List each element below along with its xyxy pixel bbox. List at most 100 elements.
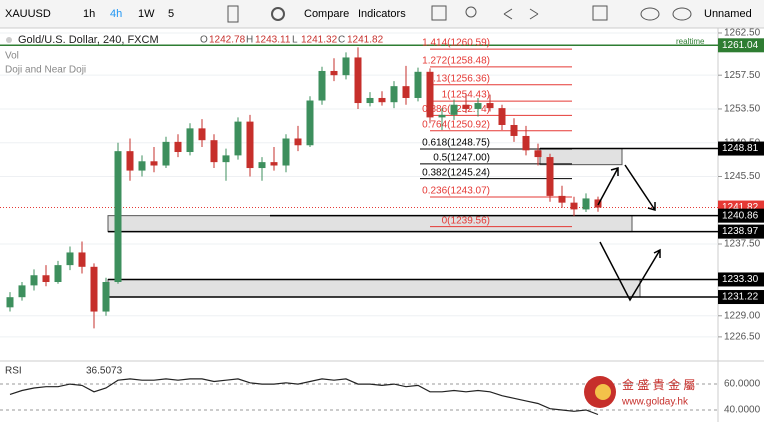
- price-tag-label: 1231.22: [722, 292, 759, 303]
- price-tag: [718, 290, 764, 305]
- candle-body: [210, 140, 218, 163]
- arrow: [597, 167, 619, 206]
- candle-body: [354, 57, 362, 104]
- candle-body: [522, 135, 530, 151]
- ohlc-key: O: [200, 35, 208, 46]
- candle-body: [246, 121, 254, 169]
- idea-icon[interactable]: [465, 6, 477, 18]
- compare-button[interactable]: Compare: [304, 8, 349, 20]
- price-tag-label: 1261.04: [722, 40, 759, 51]
- symbol[interactable]: XAUUSD: [5, 8, 51, 20]
- candle-body: [78, 252, 86, 267]
- y-tick-label: 1262.50: [724, 28, 761, 39]
- candle-body: [486, 103, 494, 109]
- redo-icon[interactable]: [529, 8, 539, 20]
- y-tick-label: 1226.50: [724, 332, 761, 343]
- candle-body: [270, 162, 278, 166]
- toolbar-bg: [0, 0, 764, 28]
- candle-body: [18, 285, 26, 298]
- rsi-line: [9, 378, 599, 416]
- candle-body: [258, 162, 266, 169]
- fib-label: 0(1239.56): [442, 215, 490, 226]
- settings-icon[interactable]: [271, 7, 285, 21]
- candle-body: [366, 97, 374, 104]
- y-tick-label: 1245.50: [724, 171, 761, 182]
- ohlc-key: L: [292, 35, 298, 46]
- ohlc-value: 1241.82: [347, 35, 384, 46]
- status-label: realtime: [676, 37, 705, 46]
- candle-body: [558, 195, 566, 203]
- candle-body: [198, 128, 206, 141]
- candle-body: [582, 198, 590, 210]
- alert-icon[interactable]: [431, 5, 447, 21]
- arrows: [597, 164, 661, 302]
- ohlc-key: C: [338, 35, 345, 46]
- rsi-tick-label: 40.0000: [724, 405, 761, 416]
- price-tag-label: 1238.97: [722, 226, 759, 237]
- indicator-label: Doji and Near Doji: [5, 65, 86, 76]
- price-tag: [718, 224, 764, 239]
- candle-body: [330, 70, 338, 76]
- candle-body: [342, 57, 350, 76]
- cloud-icon[interactable]: [640, 7, 660, 21]
- candle-body: [186, 128, 194, 153]
- candle-body: [450, 104, 458, 115]
- candle-body: [114, 151, 122, 283]
- candle-body: [414, 71, 422, 98]
- logo-name: 金 盛 貴 金 屬: [622, 377, 695, 392]
- candle-body: [534, 150, 542, 158]
- toolbar: XAUUSD 1h 4h 1W 5 Compare Indicators Unn…: [0, 0, 764, 29]
- rsi-label: RSI: [5, 366, 22, 377]
- interval[interactable]: 4h: [110, 8, 122, 20]
- candle-body: [174, 141, 182, 153]
- price-tag: [718, 208, 764, 223]
- candle-body: [6, 297, 14, 308]
- candle-body: [30, 275, 38, 286]
- fib-label: 1.13(1256.36): [428, 73, 490, 84]
- rsi-value: 36.5073: [86, 366, 123, 377]
- ohlc-value: 1243.11: [255, 35, 291, 46]
- candle-body: [546, 157, 554, 196]
- y-tick-label: 1257.50: [724, 70, 761, 81]
- plot: 1262.501257.501253.501249.501245.501237.…: [0, 28, 764, 416]
- zone: [107, 278, 641, 298]
- candle-body: [54, 265, 62, 283]
- arrow: [624, 164, 656, 211]
- candle-body: [390, 86, 398, 103]
- candle-body: [282, 138, 290, 166]
- candle-body: [378, 97, 386, 103]
- fib-label: 0.5(1247.00): [433, 152, 490, 163]
- candle-body: [138, 161, 146, 171]
- candle-body: [510, 124, 518, 136]
- fib-label: 1.272(1258.48): [422, 56, 490, 67]
- indicators-button[interactable]: Indicators: [358, 8, 406, 20]
- cloud-save-icon[interactable]: [672, 7, 692, 21]
- chart-type-icon[interactable]: [227, 5, 239, 23]
- candle-body: [90, 266, 98, 312]
- interval[interactable]: 1W: [138, 8, 155, 20]
- interval[interactable]: 5: [168, 8, 174, 20]
- layout-icon[interactable]: [592, 5, 608, 21]
- candle-body: [438, 114, 446, 118]
- candle-body: [306, 100, 314, 146]
- undo-icon[interactable]: [503, 8, 513, 20]
- price-tag-label: 1241.82: [722, 202, 759, 213]
- candle-body: [318, 70, 326, 101]
- candle-body: [234, 121, 242, 156]
- y-tick-label: 1237.50: [724, 239, 761, 250]
- price-tag: [718, 141, 764, 156]
- price-tag: [718, 38, 764, 53]
- candle-body: [570, 202, 578, 210]
- logo-url: www.golday.hk: [621, 397, 689, 408]
- candle-body: [294, 138, 302, 146]
- fib-label: 0.236(1243.07): [422, 186, 490, 197]
- candle-body: [66, 252, 74, 266]
- logo: 金 盛 貴 金 屬 www.golday.hk: [584, 376, 695, 408]
- ohlc-value: 1242.78: [209, 35, 246, 46]
- layout-name[interactable]: Unnamed: [704, 8, 752, 20]
- rsi-tick-label: 60.0000: [724, 379, 761, 390]
- candle-body: [126, 151, 134, 171]
- interval[interactable]: 1h: [83, 8, 95, 20]
